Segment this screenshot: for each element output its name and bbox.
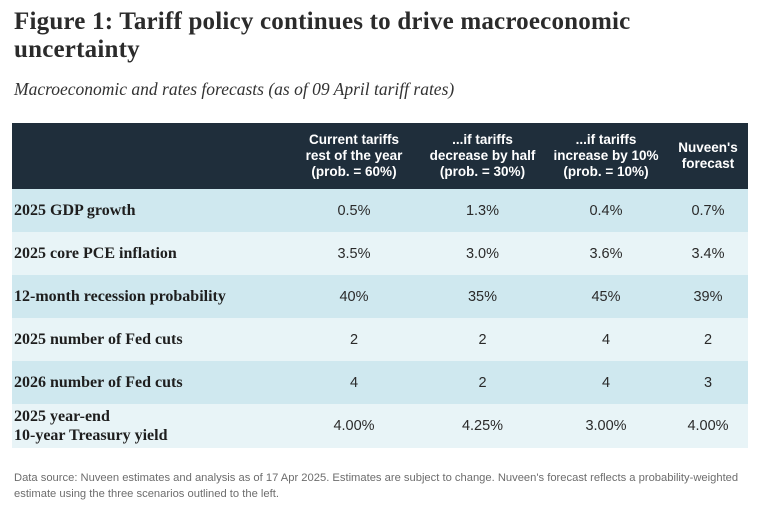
table-cell: 2 — [703, 331, 713, 348]
table-cell: 2 — [478, 331, 487, 348]
table-cell: 3.00% — [585, 418, 627, 434]
table-cell: 4 — [601, 374, 611, 391]
table-cell: 3.5% — [337, 245, 371, 262]
table-cell: 2 — [349, 331, 359, 348]
column-header-blank — [12, 123, 287, 189]
row-label: 2025 number of Fed cuts — [14, 331, 183, 348]
table-row: 2025 GDP growth 0.5% 1.3% 0.4% 0.7% — [12, 189, 748, 232]
table-cell: 3.4% — [691, 245, 725, 262]
column-header-current-tariffs: Current tariffs rest of the year (prob. … — [305, 132, 403, 179]
table-cell: 3 — [703, 374, 713, 391]
table-cell: 4.25% — [461, 418, 504, 434]
table-cell: 4 — [349, 374, 359, 391]
table-header-row: Current tariffs rest of the year (prob. … — [12, 123, 748, 189]
table-cell: 4.00% — [333, 418, 375, 434]
data-source-footnote: Data source: Nuveen estimates and analys… — [14, 472, 739, 500]
table-row: 2025 core PCE inflation 3.5% 3.0% 3.6% 3… — [12, 232, 748, 275]
table-row: 2026 number of Fed cuts 4 2 4 3 — [12, 361, 748, 404]
column-header-nuveen-forecast: Nuveen's forecast — [678, 140, 738, 171]
table-row: 2025 year-end 10-year Treasury yield 4.0… — [12, 404, 748, 448]
row-label: 2025 year-end 10-year Treasury yield — [14, 408, 168, 444]
table-cell: 0.5% — [337, 202, 371, 219]
table-cell: 4 — [601, 331, 611, 348]
table-row: 2025 number of Fed cuts 2 2 4 2 — [12, 318, 748, 361]
table-cell: 0.4% — [589, 202, 623, 219]
row-label: 2025 core PCE inflation — [14, 245, 177, 262]
column-header-increase-by-10: ...if tariffs increase by 10% (prob. = 1… — [553, 132, 659, 179]
figure-title: Figure 1: Tariff policy continues to dri… — [14, 8, 631, 63]
forecast-table: Current tariffs rest of the year (prob. … — [12, 123, 748, 448]
row-label: 2025 GDP growth — [14, 202, 136, 219]
column-header-decrease-by-half: ...if tariffs decrease by half (prob. = … — [429, 132, 536, 179]
table-cell: 1.3% — [465, 202, 500, 219]
table-cell: 45% — [591, 288, 621, 305]
table-cell: 40% — [339, 288, 369, 305]
row-label: 12-month recession probability — [14, 288, 226, 305]
table-cell: 39% — [693, 288, 723, 305]
table-cell: 3.6% — [589, 245, 623, 262]
table-row: 12-month recession probability 40% 35% 4… — [12, 275, 748, 318]
table-cell: 0.7% — [691, 202, 725, 219]
table-cell: 2 — [478, 374, 487, 391]
table-cell: 4.00% — [687, 418, 729, 434]
row-label: 2026 number of Fed cuts — [14, 374, 183, 391]
table-cell: 3.0% — [465, 245, 500, 262]
table-cell: 35% — [467, 288, 498, 305]
figure-subtitle: Macroeconomic and rates forecasts (as of… — [14, 79, 455, 99]
